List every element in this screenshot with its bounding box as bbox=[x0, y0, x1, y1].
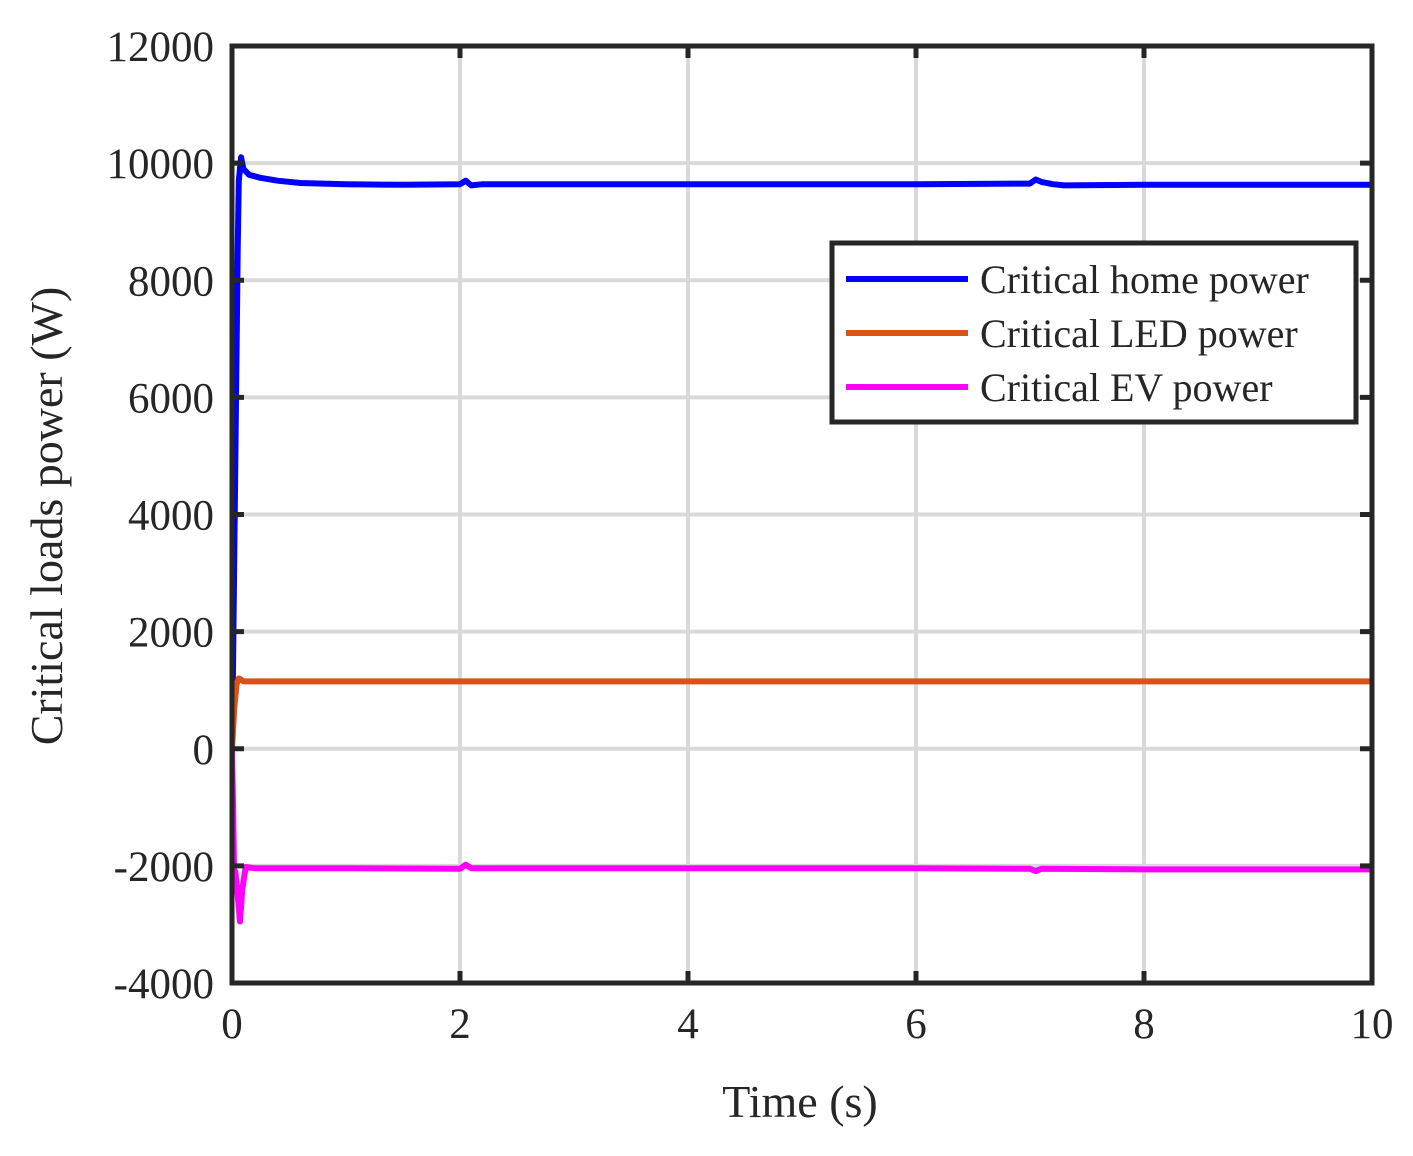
legend-label-1: Critical home power bbox=[980, 257, 1309, 302]
x-tick-label: 8 bbox=[1133, 1001, 1155, 1048]
x-tick-label: 10 bbox=[1351, 1001, 1394, 1048]
y-tick-label: 12000 bbox=[107, 24, 215, 71]
y-tick-label: 10000 bbox=[107, 141, 215, 188]
y-tick-label: -4000 bbox=[114, 961, 214, 1008]
x-tick-label: 2 bbox=[449, 1001, 471, 1048]
y-tick-label: 0 bbox=[193, 727, 215, 774]
y-tick-label: 6000 bbox=[128, 375, 214, 422]
y-axis-title: Critical loads power (W) bbox=[21, 287, 72, 746]
y-tick-label: -2000 bbox=[114, 844, 214, 891]
x-tick-label: 6 bbox=[905, 1001, 927, 1048]
x-axis-title: Time (s) bbox=[722, 1076, 878, 1127]
series-line-3 bbox=[232, 745, 1372, 925]
x-tick-label: 4 bbox=[677, 1001, 699, 1048]
legend-label-3: Critical EV power bbox=[980, 365, 1273, 410]
x-tick-label: 0 bbox=[221, 1001, 243, 1048]
legend-label-2: Critical LED power bbox=[980, 311, 1298, 356]
y-tick-label: 4000 bbox=[128, 493, 214, 540]
series-line-1 bbox=[232, 154, 1372, 752]
y-tick-label: 2000 bbox=[128, 610, 214, 657]
tick-labels: 0 2 4 6 8 10 -4000 -2000 0 2000 4000 6000 8000 10000 1… bbox=[107, 24, 1394, 1048]
legend: Critical home power Critical LED power Cri… bbox=[829, 240, 1359, 425]
axes bbox=[229, 43, 1375, 986]
series-group bbox=[232, 154, 1372, 925]
y-tick-label: 8000 bbox=[128, 258, 214, 305]
series-line-2 bbox=[232, 675, 1372, 752]
